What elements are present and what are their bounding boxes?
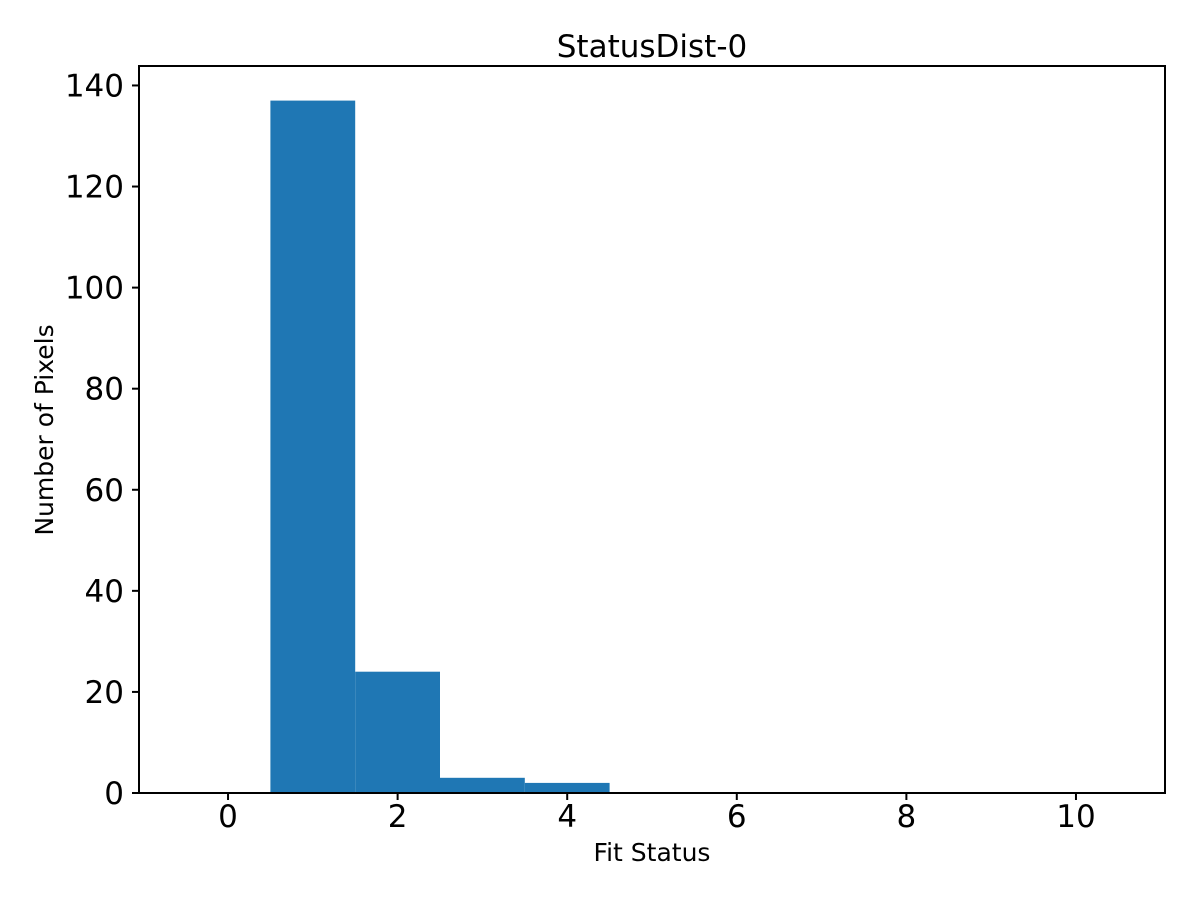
y-tick-label: 40	[85, 574, 124, 610]
x-tick-label: 10	[1056, 799, 1095, 835]
x-tick-label: 8	[897, 799, 917, 835]
y-tick-label: 60	[85, 473, 124, 509]
histogram-bar	[524, 782, 610, 793]
bars-group	[270, 100, 610, 794]
y-tick-label: 80	[85, 372, 124, 408]
x-axis-label: Fit Status	[594, 838, 711, 867]
y-tick-label: 140	[65, 68, 124, 104]
x-tick-label: 2	[388, 799, 408, 835]
x-tick-label: 4	[557, 799, 577, 835]
chart-title: StatusDist-0	[557, 29, 747, 65]
histogram-bar	[355, 671, 440, 793]
y-tick-label: 0	[104, 776, 124, 812]
x-tick-label: 6	[727, 799, 747, 835]
plot-frame	[138, 65, 1166, 794]
y-tick-label: 100	[65, 271, 124, 307]
y-tick-label: 20	[85, 675, 124, 711]
histogram-bar	[440, 777, 525, 793]
histogram-bar	[270, 100, 356, 794]
x-tick-label: 0	[218, 799, 238, 835]
y-tick-label: 120	[65, 170, 124, 206]
y-axis-label: Number of Pixels	[30, 324, 59, 535]
